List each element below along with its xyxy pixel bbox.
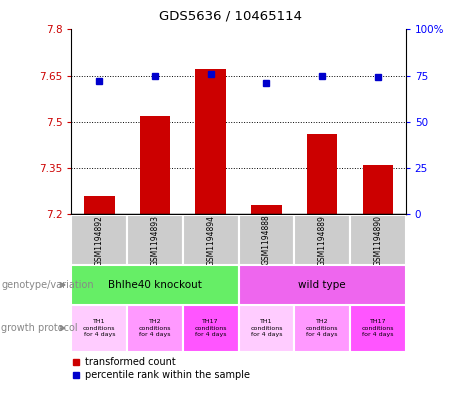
Bar (71, 265, 239, 305)
Text: GSM1194888: GSM1194888 (262, 215, 271, 266)
Text: TH2
conditions
for 4 days: TH2 conditions for 4 days (306, 320, 338, 337)
Text: GSM1194889: GSM1194889 (318, 215, 327, 266)
Text: TH17
conditions
for 4 days: TH17 conditions for 4 days (195, 320, 227, 337)
Text: GSM1194890: GSM1194890 (373, 215, 382, 266)
Bar (294, 215, 350, 265)
Text: Bhlhe40 knockout: Bhlhe40 knockout (108, 280, 202, 290)
Bar (238, 305, 294, 352)
Text: TH1
conditions
for 4 days: TH1 conditions for 4 days (83, 320, 116, 337)
Bar (127, 215, 183, 265)
Bar (183, 305, 238, 352)
Text: genotype/variation: genotype/variation (1, 280, 94, 290)
Bar (350, 305, 406, 352)
Text: growth protocol: growth protocol (1, 323, 78, 333)
Bar (71, 215, 127, 265)
Text: GSM1194892: GSM1194892 (95, 215, 104, 266)
Text: transformed count: transformed count (85, 356, 176, 367)
Bar (183, 215, 238, 265)
Bar (238, 265, 406, 305)
Text: GSM1194893: GSM1194893 (150, 215, 160, 266)
Text: wild type: wild type (298, 280, 346, 290)
Bar (195, 70, 226, 214)
Bar (294, 305, 350, 352)
Text: TH17
conditions
for 4 days: TH17 conditions for 4 days (361, 320, 394, 337)
Text: GDS5636 / 10465114: GDS5636 / 10465114 (159, 10, 302, 23)
Bar (350, 215, 406, 265)
Bar (362, 165, 393, 214)
Bar (238, 215, 294, 265)
Text: TH1
conditions
for 4 days: TH1 conditions for 4 days (250, 320, 283, 337)
Bar (127, 305, 183, 352)
Text: percentile rank within the sample: percentile rank within the sample (85, 370, 250, 380)
Text: TH2
conditions
for 4 days: TH2 conditions for 4 days (139, 320, 171, 337)
Bar (251, 205, 282, 214)
Bar (84, 196, 115, 214)
Bar (71, 305, 127, 352)
Bar (307, 134, 337, 214)
Bar (140, 116, 170, 214)
Text: GSM1194894: GSM1194894 (206, 215, 215, 266)
